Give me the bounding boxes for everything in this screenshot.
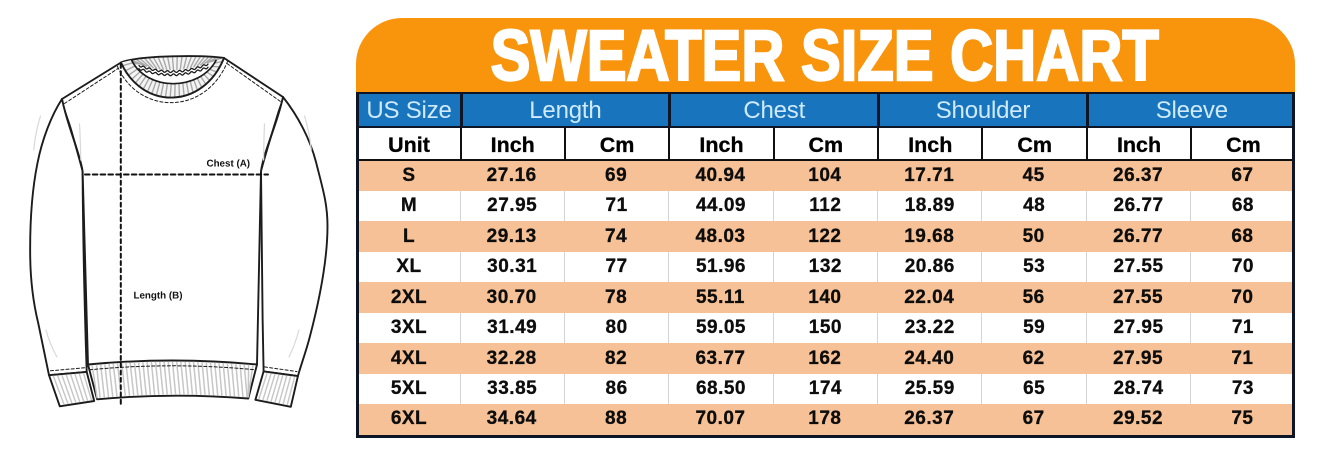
svg-text:Chest (A): Chest (A) — [207, 159, 251, 170]
svg-text:Length (B): Length (B) — [134, 291, 183, 302]
